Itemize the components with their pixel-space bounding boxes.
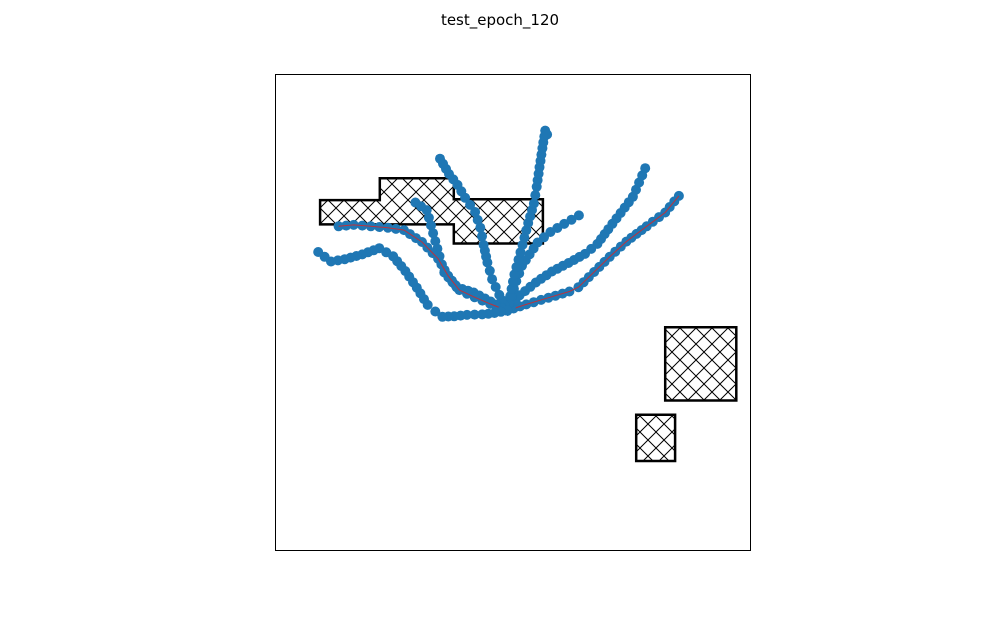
obstacle-2 xyxy=(663,325,738,402)
trajectory-point xyxy=(494,289,505,300)
trajectory-2 xyxy=(502,163,651,316)
trajectory-point xyxy=(435,153,445,164)
trajectory-7 xyxy=(333,219,513,316)
trajectory-bead xyxy=(490,282,501,292)
trajectory-bead xyxy=(423,212,434,223)
trajectory-point xyxy=(430,236,441,247)
highlight-path-line xyxy=(338,224,508,312)
trajectory-4 xyxy=(502,125,553,316)
trajectory-bead xyxy=(484,265,495,276)
trajectory-1 xyxy=(502,190,684,316)
chart-title: test_epoch_120 xyxy=(441,11,559,30)
trajectory-point xyxy=(470,207,481,217)
trajectory-bead xyxy=(472,214,483,225)
trajectory-bead xyxy=(530,190,541,201)
trajectory-point xyxy=(640,163,651,174)
trajectory-point xyxy=(477,309,488,320)
trajectory-point xyxy=(478,239,489,250)
trajectory-8 xyxy=(313,243,513,322)
highlight-path-line xyxy=(507,195,680,312)
trajectory-point xyxy=(487,274,498,285)
trajectory-point xyxy=(410,197,421,208)
plot-frame xyxy=(275,74,751,551)
trajectory-bead xyxy=(477,231,487,242)
trajectory-point xyxy=(430,306,441,317)
trajectory-bead xyxy=(566,214,577,225)
trajectory-point xyxy=(559,218,570,229)
trajectory-point xyxy=(475,222,486,233)
trajectory-bead xyxy=(469,309,480,320)
trajectory-point xyxy=(528,198,539,209)
trajectory-point xyxy=(426,220,436,231)
trajectory-point xyxy=(313,247,324,257)
trajectory-point xyxy=(542,129,553,140)
obstacle-3 xyxy=(634,413,677,463)
plot-area xyxy=(313,125,738,463)
trajectory-point xyxy=(437,311,448,322)
trajectory-point xyxy=(573,210,584,221)
trajectory-bead xyxy=(428,228,439,239)
trajectory-bead xyxy=(465,199,476,210)
